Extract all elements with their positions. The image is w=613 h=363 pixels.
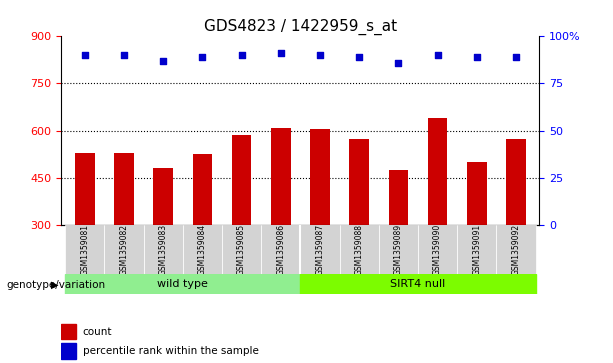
FancyBboxPatch shape <box>183 225 222 274</box>
Text: GSM1359090: GSM1359090 <box>433 224 442 275</box>
Bar <box>153 168 173 225</box>
Point <box>394 60 403 66</box>
FancyBboxPatch shape <box>300 225 340 274</box>
Point <box>80 52 89 58</box>
Text: GSM1359091: GSM1359091 <box>472 224 481 275</box>
Bar <box>192 154 212 225</box>
Text: percentile rank within the sample: percentile rank within the sample <box>83 346 259 356</box>
Bar <box>310 130 330 225</box>
FancyBboxPatch shape <box>340 225 379 274</box>
FancyBboxPatch shape <box>300 274 536 294</box>
FancyBboxPatch shape <box>143 225 183 274</box>
Point <box>276 50 286 56</box>
Text: GSM1359081: GSM1359081 <box>80 224 89 275</box>
Text: SIRT4 null: SIRT4 null <box>390 279 446 289</box>
Point <box>511 54 521 60</box>
Text: GSM1359082: GSM1359082 <box>120 224 129 275</box>
Bar <box>271 128 291 225</box>
Text: genotype/variation: genotype/variation <box>6 280 105 290</box>
Text: ▶: ▶ <box>51 280 58 290</box>
Bar <box>75 153 94 225</box>
FancyBboxPatch shape <box>65 225 104 274</box>
Bar <box>428 118 447 225</box>
Text: GSM1359088: GSM1359088 <box>355 224 364 275</box>
FancyBboxPatch shape <box>457 225 497 274</box>
FancyBboxPatch shape <box>497 225 536 274</box>
Text: GSM1359084: GSM1359084 <box>198 224 207 275</box>
Text: GSM1359083: GSM1359083 <box>159 224 168 275</box>
Text: GSM1359086: GSM1359086 <box>276 224 285 275</box>
Text: GSM1359089: GSM1359089 <box>394 224 403 275</box>
Bar <box>232 135 251 225</box>
FancyBboxPatch shape <box>222 225 261 274</box>
Title: GDS4823 / 1422959_s_at: GDS4823 / 1422959_s_at <box>204 19 397 35</box>
Point <box>433 52 443 58</box>
Text: GSM1359085: GSM1359085 <box>237 224 246 275</box>
Text: GSM1359092: GSM1359092 <box>511 224 520 275</box>
Bar <box>506 139 526 225</box>
Bar <box>349 139 369 225</box>
Text: count: count <box>83 327 112 337</box>
Bar <box>114 153 134 225</box>
FancyBboxPatch shape <box>261 225 300 274</box>
Point <box>158 58 168 64</box>
Text: GSM1359087: GSM1359087 <box>316 224 324 275</box>
Point <box>197 54 207 60</box>
Point <box>472 54 482 60</box>
Point <box>315 52 325 58</box>
Bar <box>389 170 408 225</box>
Point <box>354 54 364 60</box>
Text: wild type: wild type <box>158 279 208 289</box>
Bar <box>61 324 75 339</box>
Point <box>237 52 246 58</box>
Point <box>119 52 129 58</box>
FancyBboxPatch shape <box>65 274 300 294</box>
FancyBboxPatch shape <box>379 225 418 274</box>
Bar <box>467 162 487 225</box>
FancyBboxPatch shape <box>104 225 143 274</box>
FancyBboxPatch shape <box>418 225 457 274</box>
Bar <box>61 343 75 359</box>
